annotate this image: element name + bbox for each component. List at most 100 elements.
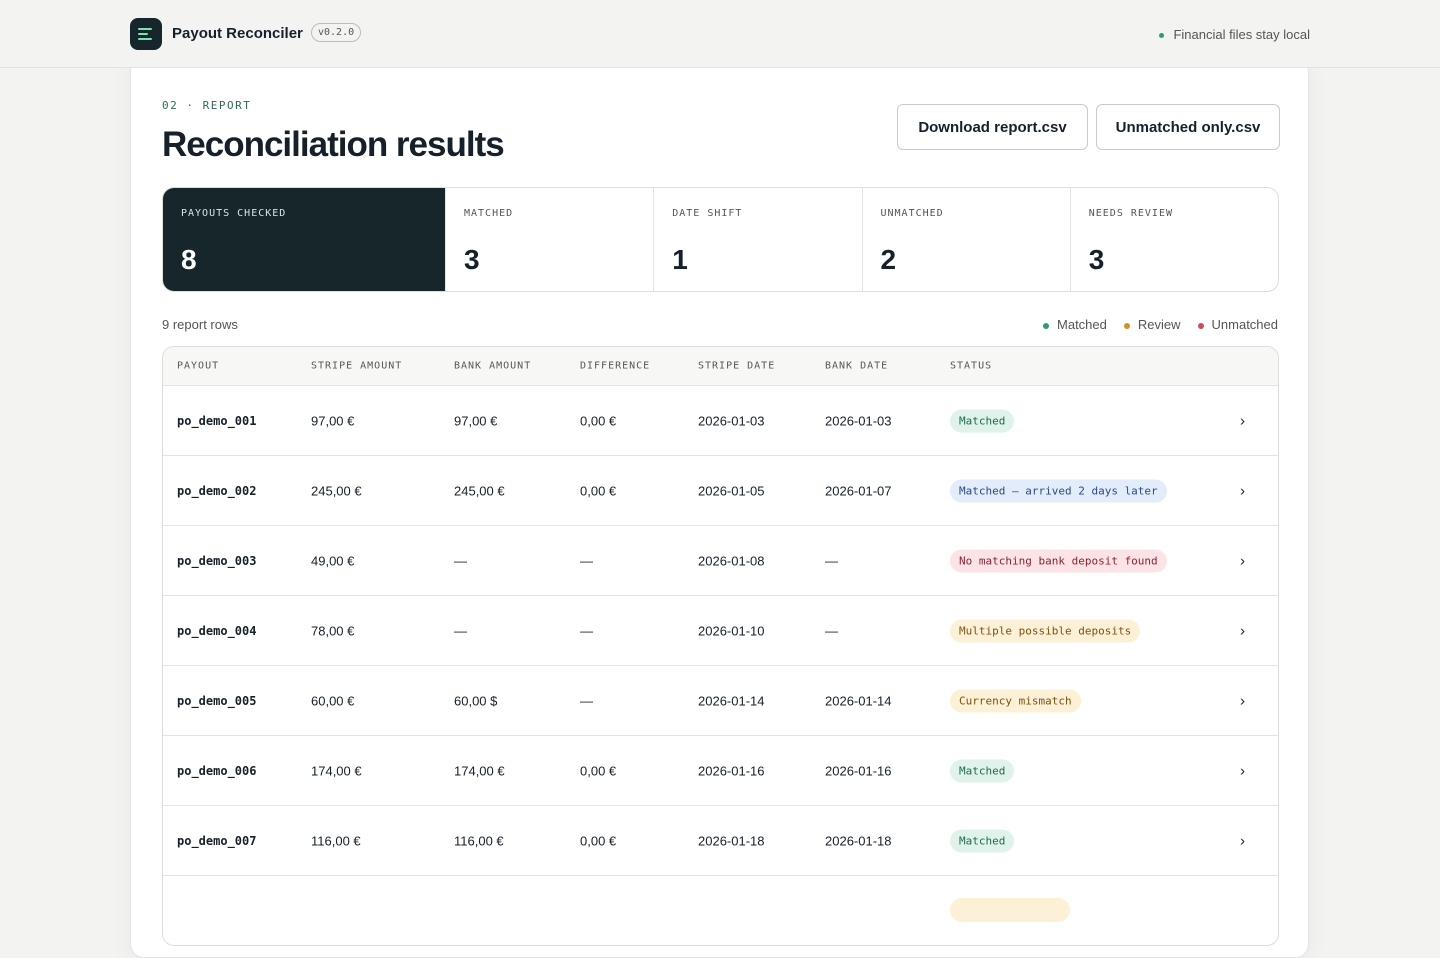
status-pill: Matched (950, 409, 1015, 432)
column-header: STRIPE DATE (698, 360, 776, 372)
stat-value: 1 (672, 244, 688, 275)
cell: 2026-01-05 (698, 483, 765, 498)
chevron[interactable]: › (1240, 832, 1245, 849)
stat: MATCHED 3 (445, 188, 653, 291)
column-header: STATUS (950, 360, 993, 372)
cell: 2026-01-18 (825, 833, 892, 848)
table-header: PAYOUT STRIPE AMOUNT BANK AMOUNT DIFFERENCE… (163, 347, 1278, 385)
cell: po_demo_004 (177, 623, 257, 638)
status-pill: Currency mismatch (950, 689, 1081, 712)
chevron[interactable]: › (1240, 552, 1245, 569)
cell: 60,00 $ (454, 693, 498, 708)
table-row[interactable]: po_demo_005 60,00 € 60,00 $ — 2026-01-14 2026… (163, 665, 1278, 735)
cell: po_demo_005 (177, 693, 257, 708)
table-row (163, 875, 1278, 945)
cell: 0,00 € (580, 763, 617, 778)
table-row[interactable]: po_demo_006 174,00 € 174,00 € 0,00 € 2026-01… (163, 735, 1278, 805)
eyebrow: 02 · REPORT (162, 99, 252, 112)
app-title: Payout Reconciler (172, 25, 303, 42)
status-pill (950, 898, 1070, 922)
cell: 2026-01-14 (698, 693, 765, 708)
column-header: PAYOUT (177, 360, 220, 372)
status-pill: Matched — arrived 2 days later (950, 479, 1167, 502)
cell: 116,00 € (311, 833, 361, 848)
stat-value: 8 (181, 244, 197, 275)
stat: UNMATCHED 2 (861, 188, 1070, 291)
cell: po_demo_006 (177, 763, 257, 778)
privacy-note: Financial files stay local (1159, 27, 1310, 42)
column-header: BANK AMOUNT (454, 360, 532, 372)
legend-item: Review (1124, 317, 1181, 332)
status-pill: No matching bank deposit found (950, 549, 1167, 572)
stat: PAYOUTS CHECKED 8 (163, 188, 445, 291)
logo[interactable] (130, 18, 162, 50)
stat-value: 3 (464, 244, 480, 275)
status-pill: Matched (950, 759, 1015, 782)
page: Payout Reconciler v0.2.0 Financial files… (0, 0, 1440, 900)
cell: — (580, 553, 593, 568)
cell: 174,00 € (454, 763, 505, 778)
cell: 174,00 € (311, 763, 362, 778)
legend-item: Unmatched (1198, 317, 1278, 332)
download-button[interactable]: Unmatched only.csv (1096, 104, 1280, 150)
cell: po_demo_007 (177, 833, 257, 848)
chevron[interactable]: › (1240, 412, 1245, 429)
cell: 97,00 € (311, 413, 355, 428)
cell: — (825, 553, 838, 568)
stat-label: MATCHED (464, 208, 514, 219)
cell: 0,00 € (580, 483, 617, 498)
cell: 2026-01-10 (698, 623, 765, 638)
stat-label: UNMATCHED (880, 208, 944, 219)
chevron[interactable]: › (1240, 482, 1245, 499)
stats: PAYOUTS CHECKED 8 MATCHED 3 DATE SHIFT 1 UNMAT… (162, 187, 1279, 292)
chevron[interactable]: › (1240, 762, 1245, 779)
results-table: PAYOUT STRIPE AMOUNT BANK AMOUNT DIFFERENCE… (162, 346, 1279, 946)
stat-value: 3 (1088, 244, 1105, 275)
cell: 116,00 € (454, 833, 504, 848)
cell: — (580, 693, 593, 708)
report-card: 02 · REPORT Reconciliation results Downl… (130, 58, 1309, 958)
cell: 49,00 € (311, 553, 355, 568)
cell: 2026-01-16 (698, 763, 765, 778)
stat: NEEDS REVIEW 3 (1069, 188, 1278, 291)
legend-item: Matched (1043, 317, 1107, 332)
table-row[interactable]: po_demo_003 49,00 € — — 2026-01-08 — No matchi… (163, 525, 1278, 595)
cell: 2026-01-18 (698, 833, 765, 848)
stat-label: DATE SHIFT (672, 208, 743, 219)
cell: 245,00 € (311, 483, 362, 498)
table-row[interactable]: po_demo_004 78,00 € — — 2026-01-10 — Multiple … (163, 595, 1278, 665)
table-row[interactable]: po_demo_007 116,00 € 116,00 € 0,00 € 2026-01… (163, 805, 1278, 875)
legend: Matched Review Unmatched (1043, 317, 1278, 332)
chevron[interactable]: › (1240, 692, 1245, 709)
cell: — (454, 553, 467, 568)
stat-label: PAYOUTS CHECKED (181, 208, 287, 219)
column-header: STRIPE AMOUNT (311, 360, 403, 372)
version-badge: v0.2.0 (311, 23, 362, 42)
stat: DATE SHIFT 1 (653, 188, 861, 291)
app-header: Payout Reconciler v0.2.0 Financial files… (0, 0, 1440, 68)
chevron[interactable]: › (1240, 622, 1245, 639)
cell: 97,00 € (454, 413, 498, 428)
cell: 0,00 € (580, 833, 617, 848)
cell: — (825, 623, 838, 638)
cell: 2026-01-08 (698, 553, 765, 568)
cell: po_demo_003 (177, 553, 257, 568)
cell: 2026-01-14 (825, 693, 892, 708)
cell: 78,00 € (311, 623, 355, 638)
cell: — (580, 623, 593, 638)
cell: 2026-01-03 (698, 413, 765, 428)
column-header: DIFFERENCE (580, 360, 651, 372)
download-button[interactable]: Download report.csv (897, 104, 1088, 150)
cell: 245,00 € (454, 483, 505, 498)
table-row[interactable]: po_demo_002 245,00 € 245,00 € 0,00 € 2026-01… (163, 455, 1278, 525)
status-pill: Multiple possible deposits (950, 619, 1141, 642)
cell: 2026-01-07 (825, 483, 892, 498)
cell: 0,00 € (580, 413, 617, 428)
table-row[interactable]: po_demo_001 97,00 € 97,00 € 0,00 € 2026-01-0… (163, 385, 1278, 455)
report-title: Reconciliation results (162, 125, 505, 164)
cell: — (454, 623, 467, 638)
cell: po_demo_001 (177, 413, 257, 428)
cell: 60,00 € (311, 693, 355, 708)
row-count: 9 report rows (162, 317, 238, 332)
column-header: BANK DATE (825, 360, 889, 372)
